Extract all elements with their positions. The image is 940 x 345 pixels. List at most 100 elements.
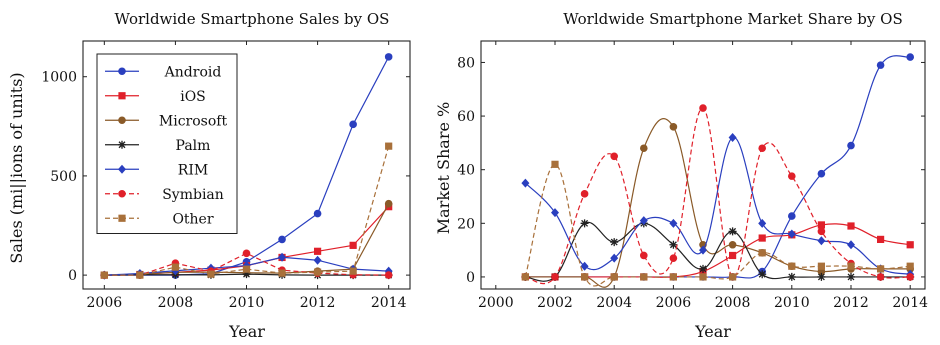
share-point-palm bbox=[669, 240, 678, 249]
legend-label-palm: Palm bbox=[176, 138, 211, 154]
sales-chart-title: Worldwide Smartphone Sales by OS bbox=[115, 10, 390, 28]
share-point-symbian bbox=[817, 227, 826, 236]
legend-label-symbian: Symbian bbox=[162, 187, 224, 203]
share-point-rim bbox=[639, 216, 648, 226]
share-line-other bbox=[524, 163, 911, 287]
share-point-microsoft bbox=[669, 122, 678, 131]
share-y-tick-label: 60 bbox=[457, 109, 475, 125]
share-point-other bbox=[847, 262, 855, 270]
share-series-palm bbox=[521, 219, 915, 282]
share-line-symbian bbox=[525, 107, 911, 285]
share-point-rim bbox=[758, 218, 767, 228]
sales-y-tick-label: 1000 bbox=[41, 70, 77, 86]
share-point-palm bbox=[580, 219, 589, 228]
sales-point-android bbox=[313, 209, 322, 218]
share-y-tick-label: 20 bbox=[457, 216, 475, 232]
share-chart-title: Worldwide Smartphone Market Share by OS bbox=[563, 10, 902, 28]
sales-line-symbian bbox=[104, 252, 389, 276]
sales-point-other bbox=[385, 142, 393, 150]
share-point-android bbox=[847, 141, 855, 150]
sales-y-tick-label: 500 bbox=[50, 169, 77, 185]
share-point-symbian bbox=[640, 251, 648, 260]
share-point-ios bbox=[906, 241, 914, 249]
share-point-ios bbox=[817, 221, 825, 229]
share-point-symbian bbox=[669, 254, 678, 262]
share-x-axis-label: Year bbox=[694, 322, 731, 341]
share-y-tick-label: 0 bbox=[466, 270, 475, 286]
share-point-other bbox=[521, 273, 529, 281]
share-point-ios bbox=[758, 234, 766, 242]
sales-x-tick-label: 2010 bbox=[229, 295, 265, 311]
share-point-other bbox=[669, 273, 677, 281]
sales-point-symbian bbox=[242, 249, 251, 258]
share-point-symbian bbox=[906, 273, 914, 281]
sales-point-rim bbox=[278, 252, 287, 262]
sales-y-axis-label: Sales (mi||ions of units) bbox=[7, 72, 26, 263]
share-point-other bbox=[906, 262, 914, 270]
share-point-other bbox=[817, 262, 825, 270]
share-x-tick-label: 2010 bbox=[774, 295, 810, 311]
share-x-tick-label: 2012 bbox=[833, 295, 869, 311]
sales-point-microsoft bbox=[384, 199, 393, 208]
share-x-tick-label: 2000 bbox=[478, 295, 514, 311]
sales-point-palm bbox=[242, 270, 251, 279]
sales-point-ios bbox=[349, 241, 357, 249]
share-series-ios bbox=[521, 221, 914, 281]
share-point-ios bbox=[847, 222, 855, 230]
share-point-other bbox=[581, 273, 589, 281]
sales-point-rim bbox=[313, 255, 322, 265]
sales-point-other bbox=[136, 271, 144, 279]
share-point-symbian bbox=[551, 273, 559, 281]
share-point-ios bbox=[877, 235, 885, 243]
sales-point-other bbox=[242, 265, 251, 273]
share-point-rim bbox=[551, 208, 559, 218]
sales-point-other bbox=[100, 271, 108, 279]
share-point-microsoft bbox=[728, 240, 737, 249]
share-line-rim bbox=[524, 136, 911, 275]
legend-marker-other bbox=[118, 214, 126, 222]
legend-label-microsoft: Microsoft bbox=[159, 113, 228, 129]
legend-marker-palm bbox=[118, 140, 126, 149]
share-point-palm bbox=[610, 238, 619, 247]
share-point-rim bbox=[669, 218, 678, 228]
share-point-symbian bbox=[876, 273, 885, 281]
share-point-other bbox=[877, 265, 885, 273]
sales-point-other bbox=[171, 263, 180, 271]
legend-box bbox=[96, 53, 238, 234]
sales-x-tick-label: 2006 bbox=[87, 295, 123, 311]
share-y-tick-label: 40 bbox=[457, 163, 475, 179]
share-point-rim bbox=[699, 245, 707, 255]
sales-x-axis-label: Year bbox=[228, 322, 265, 341]
share-point-other bbox=[610, 273, 618, 281]
share-point-symbian bbox=[580, 190, 589, 198]
sales-x-tick-label: 2012 bbox=[300, 295, 336, 311]
share-point-other bbox=[640, 273, 648, 281]
share-series-other bbox=[521, 160, 914, 287]
share-point-other bbox=[699, 273, 707, 281]
sales-chart: Worldwide Smartphone Sales by OS Year Sa… bbox=[7, 10, 411, 341]
share-point-palm bbox=[787, 272, 796, 281]
sales-x-tick-label: 2014 bbox=[371, 295, 407, 311]
sales-point-other bbox=[349, 267, 357, 275]
share-point-rim bbox=[817, 236, 826, 246]
sales-point-android bbox=[278, 235, 286, 244]
legend-marker-android bbox=[118, 67, 126, 76]
legend-label-ios: iOS bbox=[180, 89, 206, 105]
share-point-other bbox=[788, 262, 796, 270]
share-point-palm bbox=[758, 270, 767, 279]
sales-series-other bbox=[100, 142, 393, 279]
share-point-symbian bbox=[788, 172, 796, 180]
market-share-chart: Worldwide Smartphone Market Share by OS … bbox=[434, 10, 928, 341]
share-point-symbian bbox=[699, 104, 707, 112]
share-point-symbian bbox=[758, 144, 766, 153]
share-point-other bbox=[551, 160, 559, 168]
sales-point-android bbox=[349, 120, 357, 129]
share-series-symbian bbox=[521, 104, 914, 285]
share-y-tick-label: 80 bbox=[457, 55, 475, 71]
share-point-rim bbox=[787, 229, 796, 239]
share-point-android bbox=[906, 53, 914, 61]
sales-point-other bbox=[313, 268, 322, 276]
share-point-rim bbox=[728, 133, 737, 143]
share-point-other bbox=[729, 273, 737, 281]
